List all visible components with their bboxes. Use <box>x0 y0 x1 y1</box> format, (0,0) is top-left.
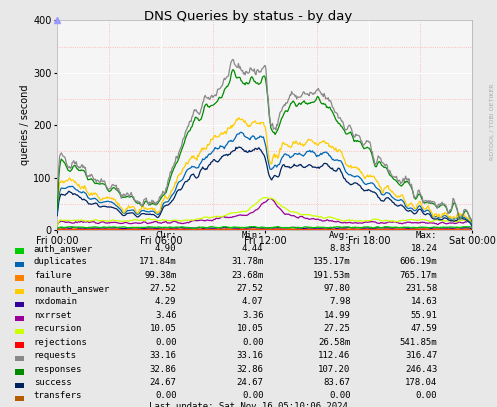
Text: 24.67: 24.67 <box>237 378 263 387</box>
Text: Min:: Min: <box>242 231 263 240</box>
Text: 18.24: 18.24 <box>411 244 437 253</box>
Text: transfers: transfers <box>34 392 82 400</box>
Text: 606.19m: 606.19m <box>400 257 437 266</box>
Y-axis label: queries / second: queries / second <box>20 85 30 165</box>
Text: 26.58m: 26.58m <box>318 338 350 347</box>
Text: 178.04: 178.04 <box>405 378 437 387</box>
Text: 0.00: 0.00 <box>155 392 176 400</box>
Text: 316.47: 316.47 <box>405 351 437 360</box>
Text: 3.36: 3.36 <box>242 311 263 320</box>
Text: 31.78m: 31.78m <box>231 257 263 266</box>
Text: 0.00: 0.00 <box>155 338 176 347</box>
Text: 4.29: 4.29 <box>155 298 176 306</box>
Text: DNS Queries by status - by day: DNS Queries by status - by day <box>144 10 353 23</box>
Text: success: success <box>34 378 72 387</box>
Text: Cur:: Cur: <box>155 231 176 240</box>
Text: 10.05: 10.05 <box>150 324 176 333</box>
Text: 171.84m: 171.84m <box>139 257 176 266</box>
Text: nonauth_answer: nonauth_answer <box>34 284 109 293</box>
Text: 83.67: 83.67 <box>324 378 350 387</box>
Text: 4.44: 4.44 <box>242 244 263 253</box>
Text: 231.58: 231.58 <box>405 284 437 293</box>
Text: auth_answer: auth_answer <box>34 244 93 253</box>
Text: 8.83: 8.83 <box>329 244 350 253</box>
Text: 191.53m: 191.53m <box>313 271 350 280</box>
Text: 27.52: 27.52 <box>237 284 263 293</box>
Text: failure: failure <box>34 271 72 280</box>
Text: 135.17m: 135.17m <box>313 257 350 266</box>
Text: 55.91: 55.91 <box>411 311 437 320</box>
Text: 3.46: 3.46 <box>155 311 176 320</box>
Text: 4.90: 4.90 <box>155 244 176 253</box>
Text: Last update: Sat Nov 16 05:10:06 2024: Last update: Sat Nov 16 05:10:06 2024 <box>149 403 348 407</box>
Text: 246.43: 246.43 <box>405 365 437 374</box>
Text: 97.80: 97.80 <box>324 284 350 293</box>
Text: 14.99: 14.99 <box>324 311 350 320</box>
Text: 7.98: 7.98 <box>329 298 350 306</box>
Text: 32.86: 32.86 <box>150 365 176 374</box>
Text: recursion: recursion <box>34 324 82 333</box>
Text: 0.00: 0.00 <box>329 392 350 400</box>
Text: 99.38m: 99.38m <box>144 271 176 280</box>
Text: duplicates: duplicates <box>34 257 87 266</box>
Text: 0.00: 0.00 <box>242 338 263 347</box>
Text: 541.85m: 541.85m <box>400 338 437 347</box>
Text: 33.16: 33.16 <box>237 351 263 360</box>
Text: nxrrset: nxrrset <box>34 311 72 320</box>
Text: 765.17m: 765.17m <box>400 271 437 280</box>
Text: 24.67: 24.67 <box>150 378 176 387</box>
Text: 33.16: 33.16 <box>150 351 176 360</box>
Text: 10.05: 10.05 <box>237 324 263 333</box>
Text: RDTOOL / TOBI OETIKER: RDTOOL / TOBI OETIKER <box>490 84 495 160</box>
Text: 0.00: 0.00 <box>416 392 437 400</box>
Text: requests: requests <box>34 351 77 360</box>
Text: 0.00: 0.00 <box>242 392 263 400</box>
Text: responses: responses <box>34 365 82 374</box>
Text: Avg:: Avg: <box>329 231 350 240</box>
Text: 32.86: 32.86 <box>237 365 263 374</box>
Text: nxdomain: nxdomain <box>34 298 77 306</box>
Text: 4.07: 4.07 <box>242 298 263 306</box>
Text: rejections: rejections <box>34 338 87 347</box>
Text: Max:: Max: <box>416 231 437 240</box>
Text: 23.68m: 23.68m <box>231 271 263 280</box>
Text: 14.63: 14.63 <box>411 298 437 306</box>
Text: 47.59: 47.59 <box>411 324 437 333</box>
Text: 107.20: 107.20 <box>318 365 350 374</box>
Text: 27.25: 27.25 <box>324 324 350 333</box>
Text: 112.46: 112.46 <box>318 351 350 360</box>
Text: 27.52: 27.52 <box>150 284 176 293</box>
